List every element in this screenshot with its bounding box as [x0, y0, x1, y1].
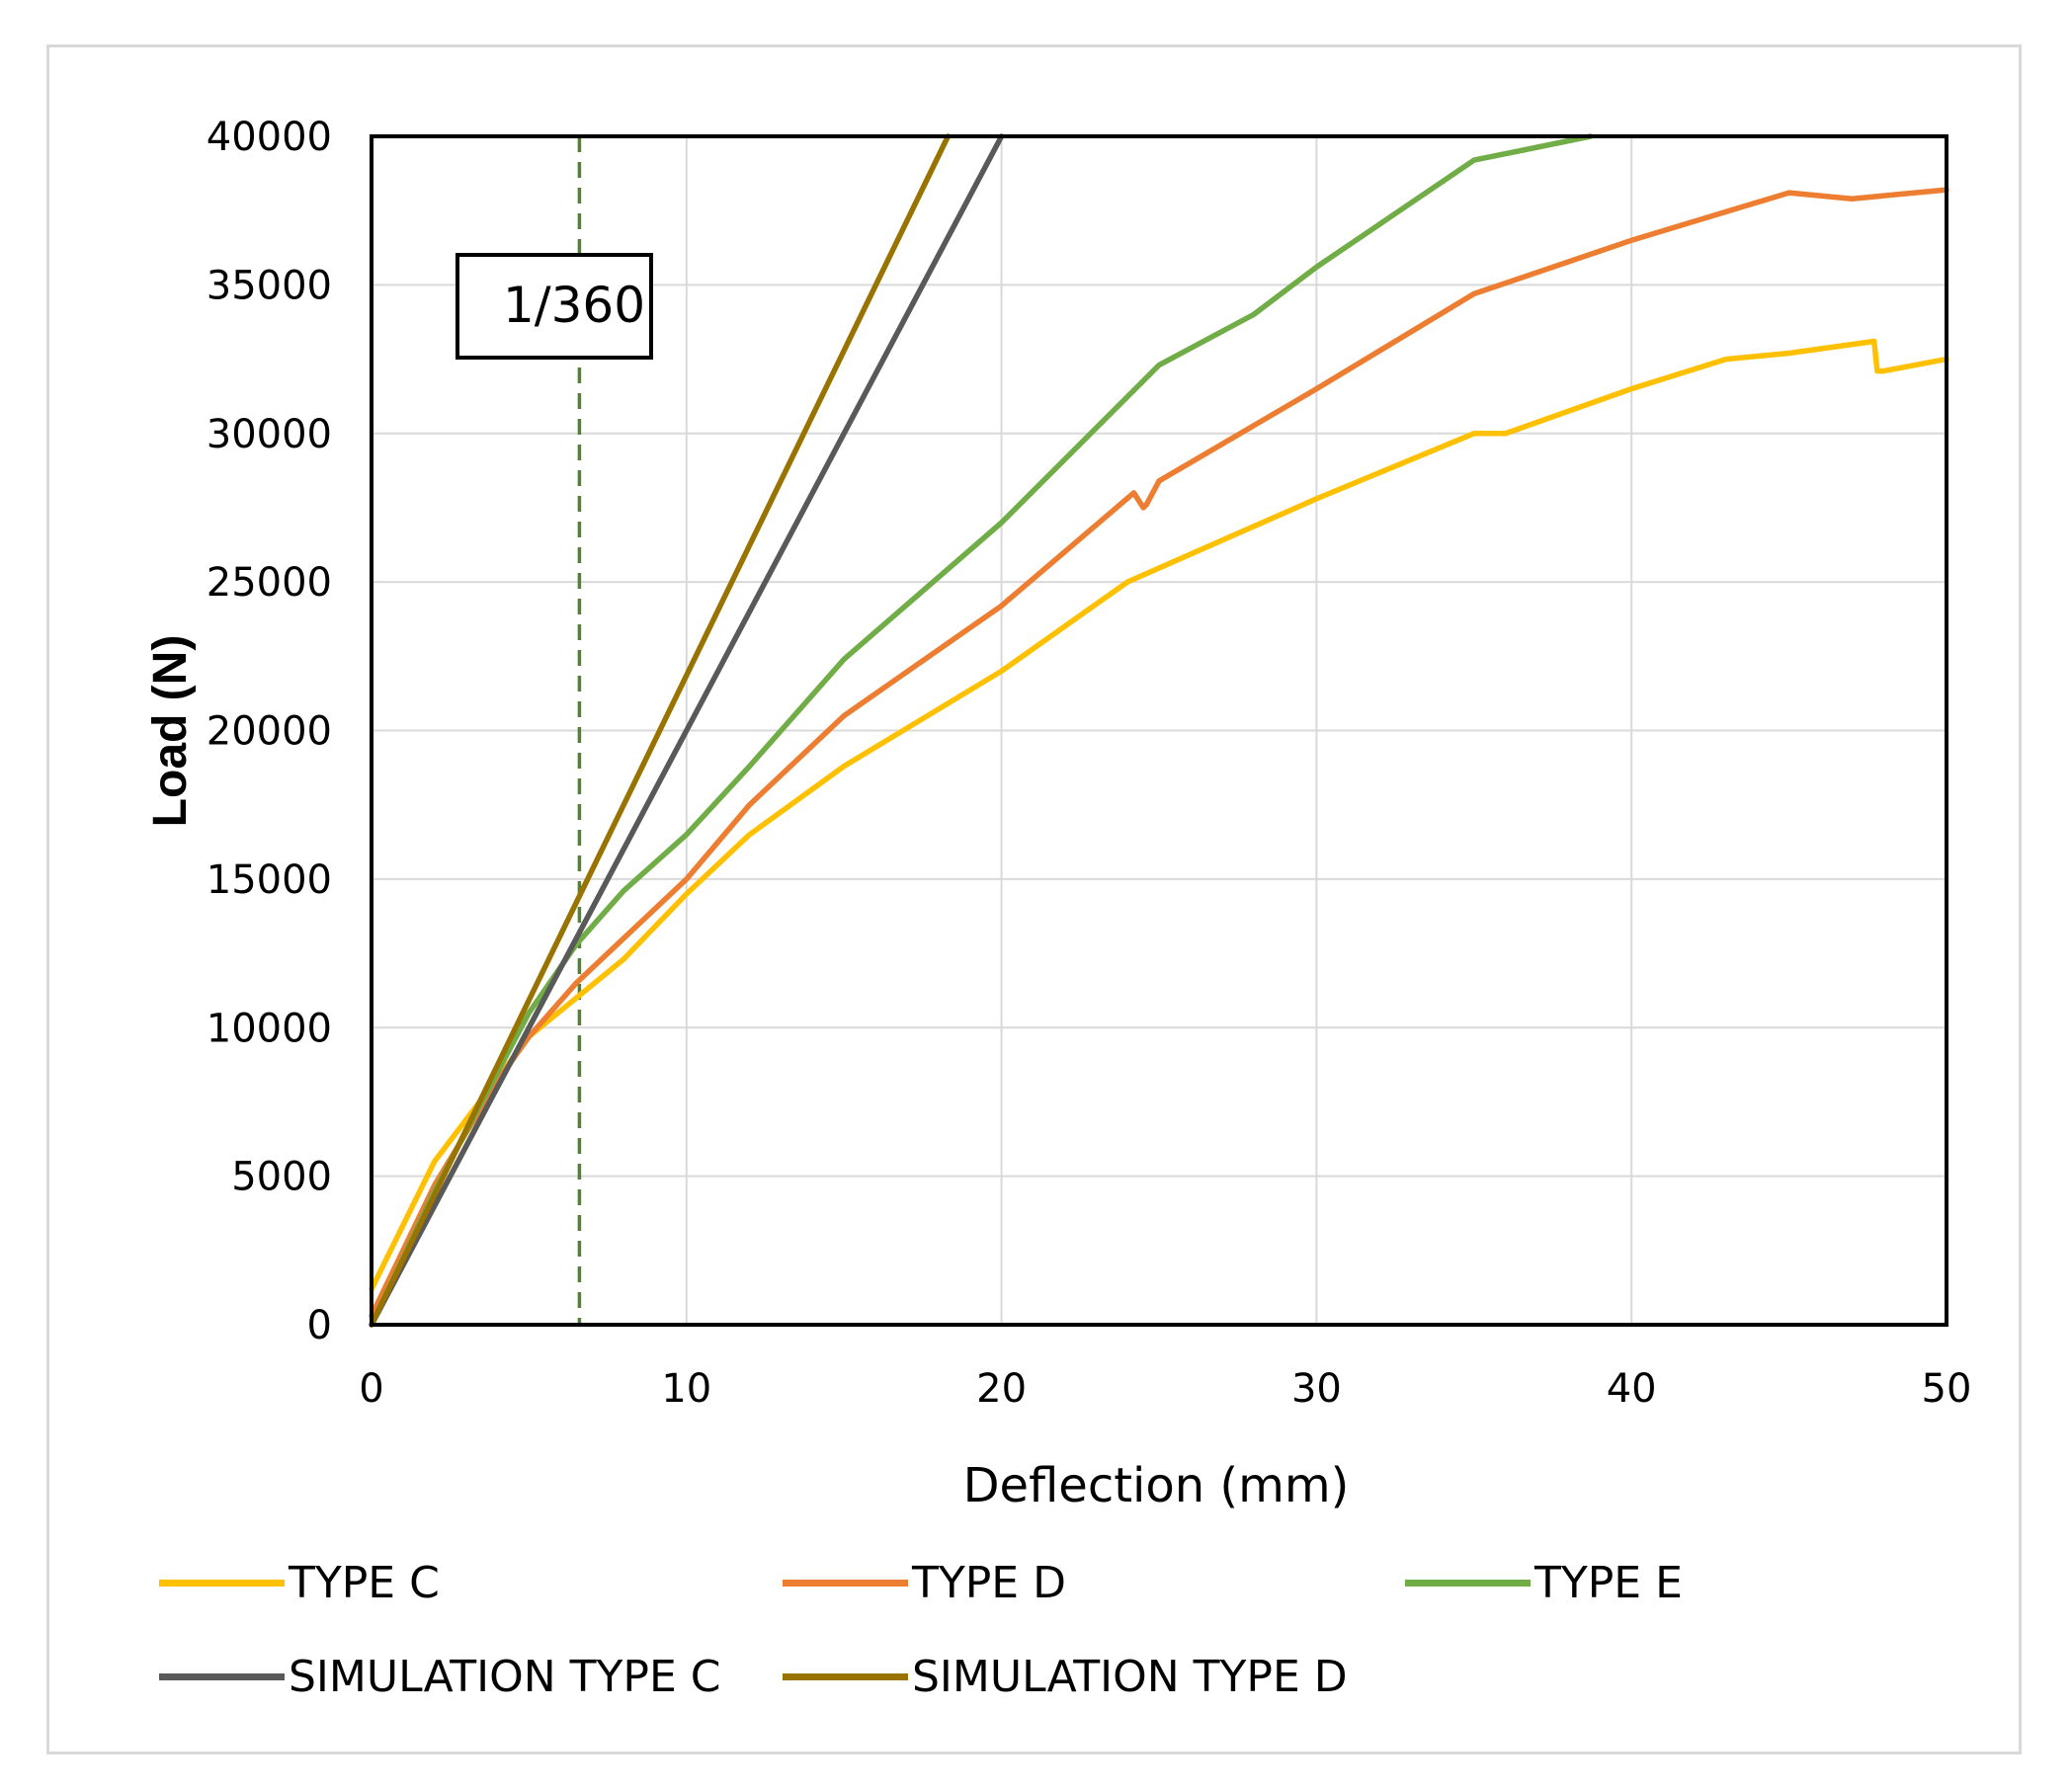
- legend-swatch-type-d: [783, 1580, 908, 1587]
- y-tick-label: 30000: [207, 412, 332, 457]
- y-tick-label: 35000: [207, 263, 332, 308]
- legend-item-type-c: TYPE C: [159, 1558, 440, 1608]
- annotation-label: 1/360: [503, 277, 645, 334]
- legend-swatch-simulation-type-c: [159, 1673, 285, 1680]
- annotation-box-border: [456, 253, 653, 360]
- x-tick-label: 40: [1607, 1366, 1657, 1412]
- chart-frame: 1/360 0 5000 10000 15000 20000 25000 30000 3500…: [46, 44, 2022, 1754]
- y-tick-label: 20000: [207, 709, 332, 755]
- y-tick-label: 0: [307, 1303, 332, 1348]
- x-tick-label: 10: [661, 1366, 711, 1412]
- series-line-type-d: [369, 187, 1949, 1319]
- annotation-box: 1/360: [456, 253, 653, 360]
- x-tick-label: 0: [359, 1366, 383, 1412]
- y-tick-label: 15000: [207, 857, 332, 903]
- plot-area-border: [370, 134, 1948, 1327]
- legend-label-type-d: TYPE D: [912, 1558, 1066, 1608]
- legend-label-simulation-type-c: SIMULATION TYPE C: [289, 1652, 721, 1702]
- y-tick-label: 25000: [207, 560, 332, 606]
- legend-swatch-simulation-type-d: [783, 1673, 908, 1680]
- series-line-simulation-type-d: [369, 133, 952, 1328]
- y-tick-label: 40000: [207, 115, 332, 160]
- legend-label-type-e: TYPE E: [1534, 1558, 1683, 1608]
- series-line-simulation-type-c: [369, 133, 1005, 1328]
- legend-item-simulation-type-c: SIMULATION TYPE C: [159, 1652, 720, 1702]
- legend-item-simulation-type-d: SIMULATION TYPE D: [783, 1652, 1348, 1702]
- y-axis-ticks: 0 5000 10000 15000 20000 25000 30000 35000 40000: [207, 115, 332, 1348]
- legend-label-simulation-type-d: SIMULATION TYPE D: [912, 1652, 1348, 1702]
- y-axis-title: Load (N): [144, 635, 197, 828]
- legend: TYPE C TYPE D TYPE E SIMULATION TYPE C S…: [49, 47, 2019, 1751]
- legend-label-type-c: TYPE C: [289, 1558, 440, 1608]
- x-axis-title: Deflection (mm): [963, 1458, 1350, 1513]
- gridlines: [371, 135, 1948, 1326]
- chart: 1/360 0 5000 10000 15000 20000 25000 30000 3500…: [144, 115, 1971, 1513]
- x-axis-ticks: 0 10 20 30 40 50: [359, 1366, 1971, 1412]
- legend-item-type-e: TYPE E: [1405, 1558, 1683, 1608]
- legend-swatch-type-c: [159, 1580, 285, 1587]
- series-line-type-c: [369, 338, 1949, 1292]
- x-tick-label: 50: [1922, 1366, 1972, 1412]
- y-tick-label: 5000: [231, 1155, 332, 1200]
- x-tick-label: 30: [1291, 1366, 1342, 1412]
- y-tick-label: 10000: [207, 1006, 332, 1051]
- series-group: [369, 133, 1949, 1328]
- legend-swatch-type-e: [1405, 1580, 1531, 1587]
- x-tick-label: 20: [976, 1366, 1027, 1412]
- legend-item-type-d: TYPE D: [783, 1558, 1066, 1608]
- series-line-type-e: [369, 133, 1594, 1328]
